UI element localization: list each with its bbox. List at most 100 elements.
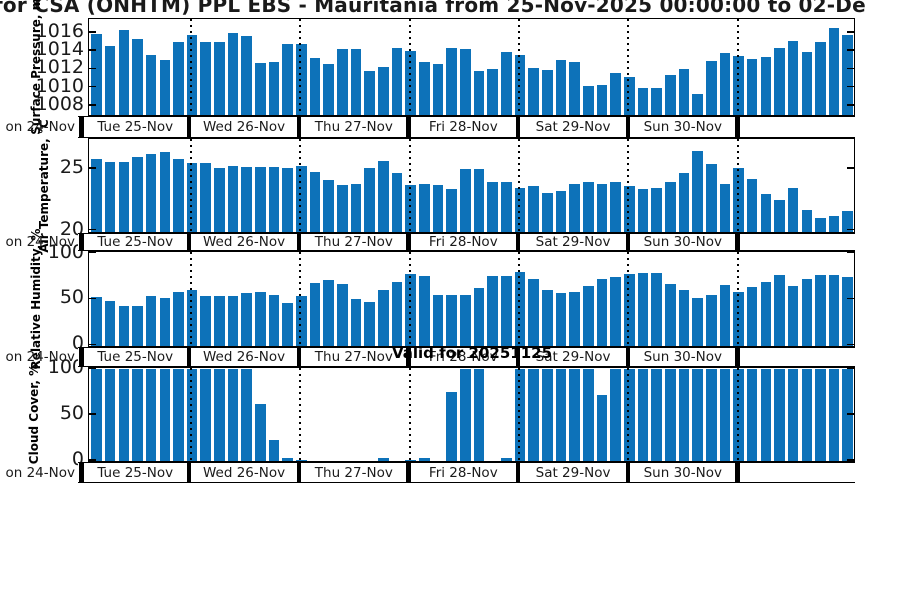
bar <box>746 286 758 346</box>
bar <box>801 369 813 461</box>
bar <box>268 166 280 232</box>
day-label: Fri 28-Nov <box>428 464 498 481</box>
bar <box>569 61 580 115</box>
bar <box>255 292 266 346</box>
bar <box>801 278 813 346</box>
day-separator-dotted-line <box>627 139 630 231</box>
y-tick-label: 50 <box>59 286 84 309</box>
bar <box>159 369 171 461</box>
bar <box>801 209 813 232</box>
day-separator-dotted-line <box>736 139 739 231</box>
bar <box>719 53 731 115</box>
day-separator-bar <box>186 347 192 366</box>
bar <box>419 458 430 461</box>
y-tick-mark <box>89 67 96 70</box>
bar <box>309 171 321 232</box>
bar <box>241 166 253 232</box>
y-tick-label: 20 <box>59 217 84 240</box>
day-separator-dotted-line <box>190 19 193 114</box>
cloud-cover-axis-label: Cloud Cover, % <box>27 363 41 465</box>
day-label: Sun 30-Nov <box>643 348 722 365</box>
day-label <box>740 463 855 482</box>
bar <box>378 289 389 346</box>
bar <box>118 29 130 115</box>
day-separator-bar <box>296 463 302 482</box>
day-separator-bar <box>406 347 411 366</box>
bar <box>323 180 335 232</box>
bar <box>104 301 116 346</box>
bar <box>733 369 744 461</box>
bar <box>473 287 485 346</box>
bar <box>651 272 662 346</box>
day-separator-dotted-line <box>736 252 739 345</box>
bar <box>227 369 239 461</box>
y-tick-mark <box>89 251 96 254</box>
day-separator-bar <box>515 234 521 250</box>
bar <box>337 48 348 115</box>
bar <box>787 187 799 232</box>
bar <box>309 57 321 115</box>
bar <box>774 200 785 232</box>
day-label: Thu 27-Nov <box>314 464 393 481</box>
bar <box>828 27 840 115</box>
day-separator-dotted-line <box>299 367 302 460</box>
bar <box>664 284 676 346</box>
bar <box>378 160 389 232</box>
bar <box>610 276 621 346</box>
bar <box>582 285 594 346</box>
bar <box>760 56 772 115</box>
bar <box>500 275 512 346</box>
y-tick-mark <box>89 31 96 33</box>
bar <box>596 279 608 346</box>
bar <box>719 369 731 461</box>
bar <box>364 70 375 115</box>
bar <box>214 295 225 346</box>
bar <box>541 69 553 115</box>
bar <box>623 273 635 346</box>
bar <box>104 46 116 115</box>
bar <box>678 172 690 232</box>
bar <box>596 85 608 115</box>
bar <box>828 274 840 346</box>
bar <box>268 439 280 461</box>
y-tick-mark <box>847 49 854 52</box>
y-tick-mark <box>89 228 96 231</box>
bar <box>173 292 184 346</box>
surface-pressure-chart <box>88 18 855 116</box>
day-label: Sun 30-Nov <box>643 464 722 481</box>
bar <box>678 68 690 115</box>
bar <box>746 58 758 115</box>
y-tick-mark <box>847 85 854 88</box>
bar <box>460 48 471 115</box>
bar <box>569 369 580 461</box>
bar <box>473 369 485 461</box>
y-tick-mark <box>89 49 96 52</box>
bar <box>528 369 539 461</box>
bar <box>815 218 826 232</box>
bar <box>500 181 512 232</box>
day-separator-dotted-line <box>518 252 520 345</box>
bar <box>733 56 744 115</box>
bar <box>200 42 212 115</box>
bar <box>145 295 157 346</box>
day-label-row: Tue 25-Nov Wed 26-Nov Thu 27-Nov Fri 28-Nov… <box>78 116 855 138</box>
y-tick-mark <box>89 413 96 415</box>
bar <box>815 42 826 115</box>
y-tick-mark <box>89 85 96 88</box>
y-tick-mark <box>847 67 854 70</box>
bar <box>91 159 102 232</box>
day-separator-dotted-line <box>408 19 411 114</box>
day-label: Fri 28-Nov <box>428 348 498 365</box>
day-label: Wed 26-Nov <box>202 348 286 365</box>
day-separator-bar <box>186 117 192 137</box>
day-separator-dotted-line <box>408 139 411 231</box>
bar <box>241 36 253 115</box>
bar <box>227 295 239 346</box>
bar <box>132 38 143 115</box>
bar <box>664 181 676 232</box>
day-separator-bar <box>79 234 84 250</box>
bar <box>323 64 335 115</box>
bar <box>610 181 621 232</box>
bar <box>541 289 553 346</box>
